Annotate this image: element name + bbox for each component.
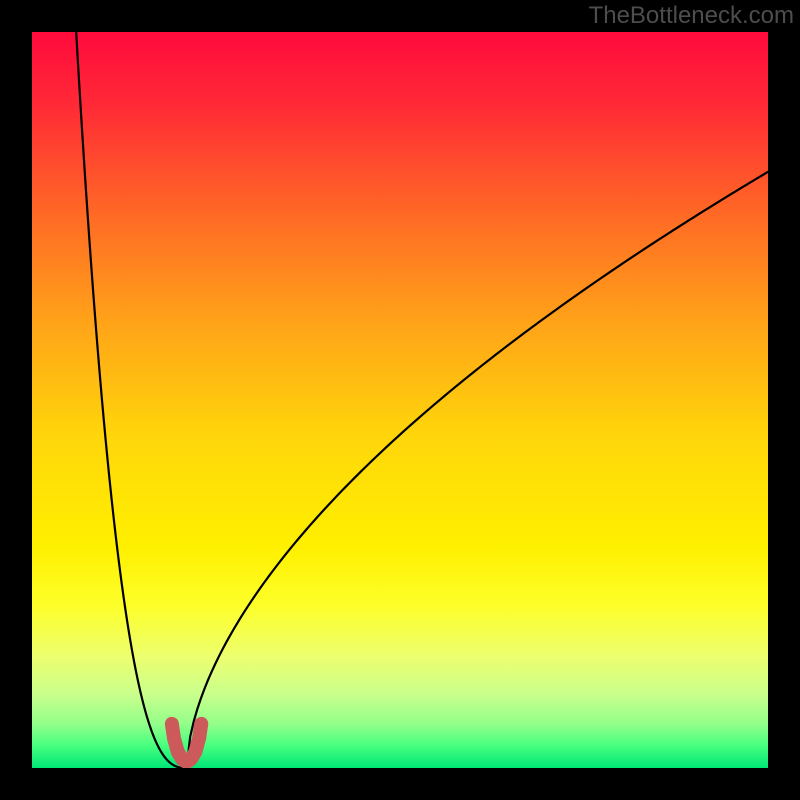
chart-svg xyxy=(32,32,768,768)
gradient-background xyxy=(32,32,768,768)
watermark-text: TheBottleneck.com xyxy=(589,2,794,30)
chart-frame: TheBottleneck.com xyxy=(0,0,800,800)
plot-area xyxy=(32,32,768,768)
